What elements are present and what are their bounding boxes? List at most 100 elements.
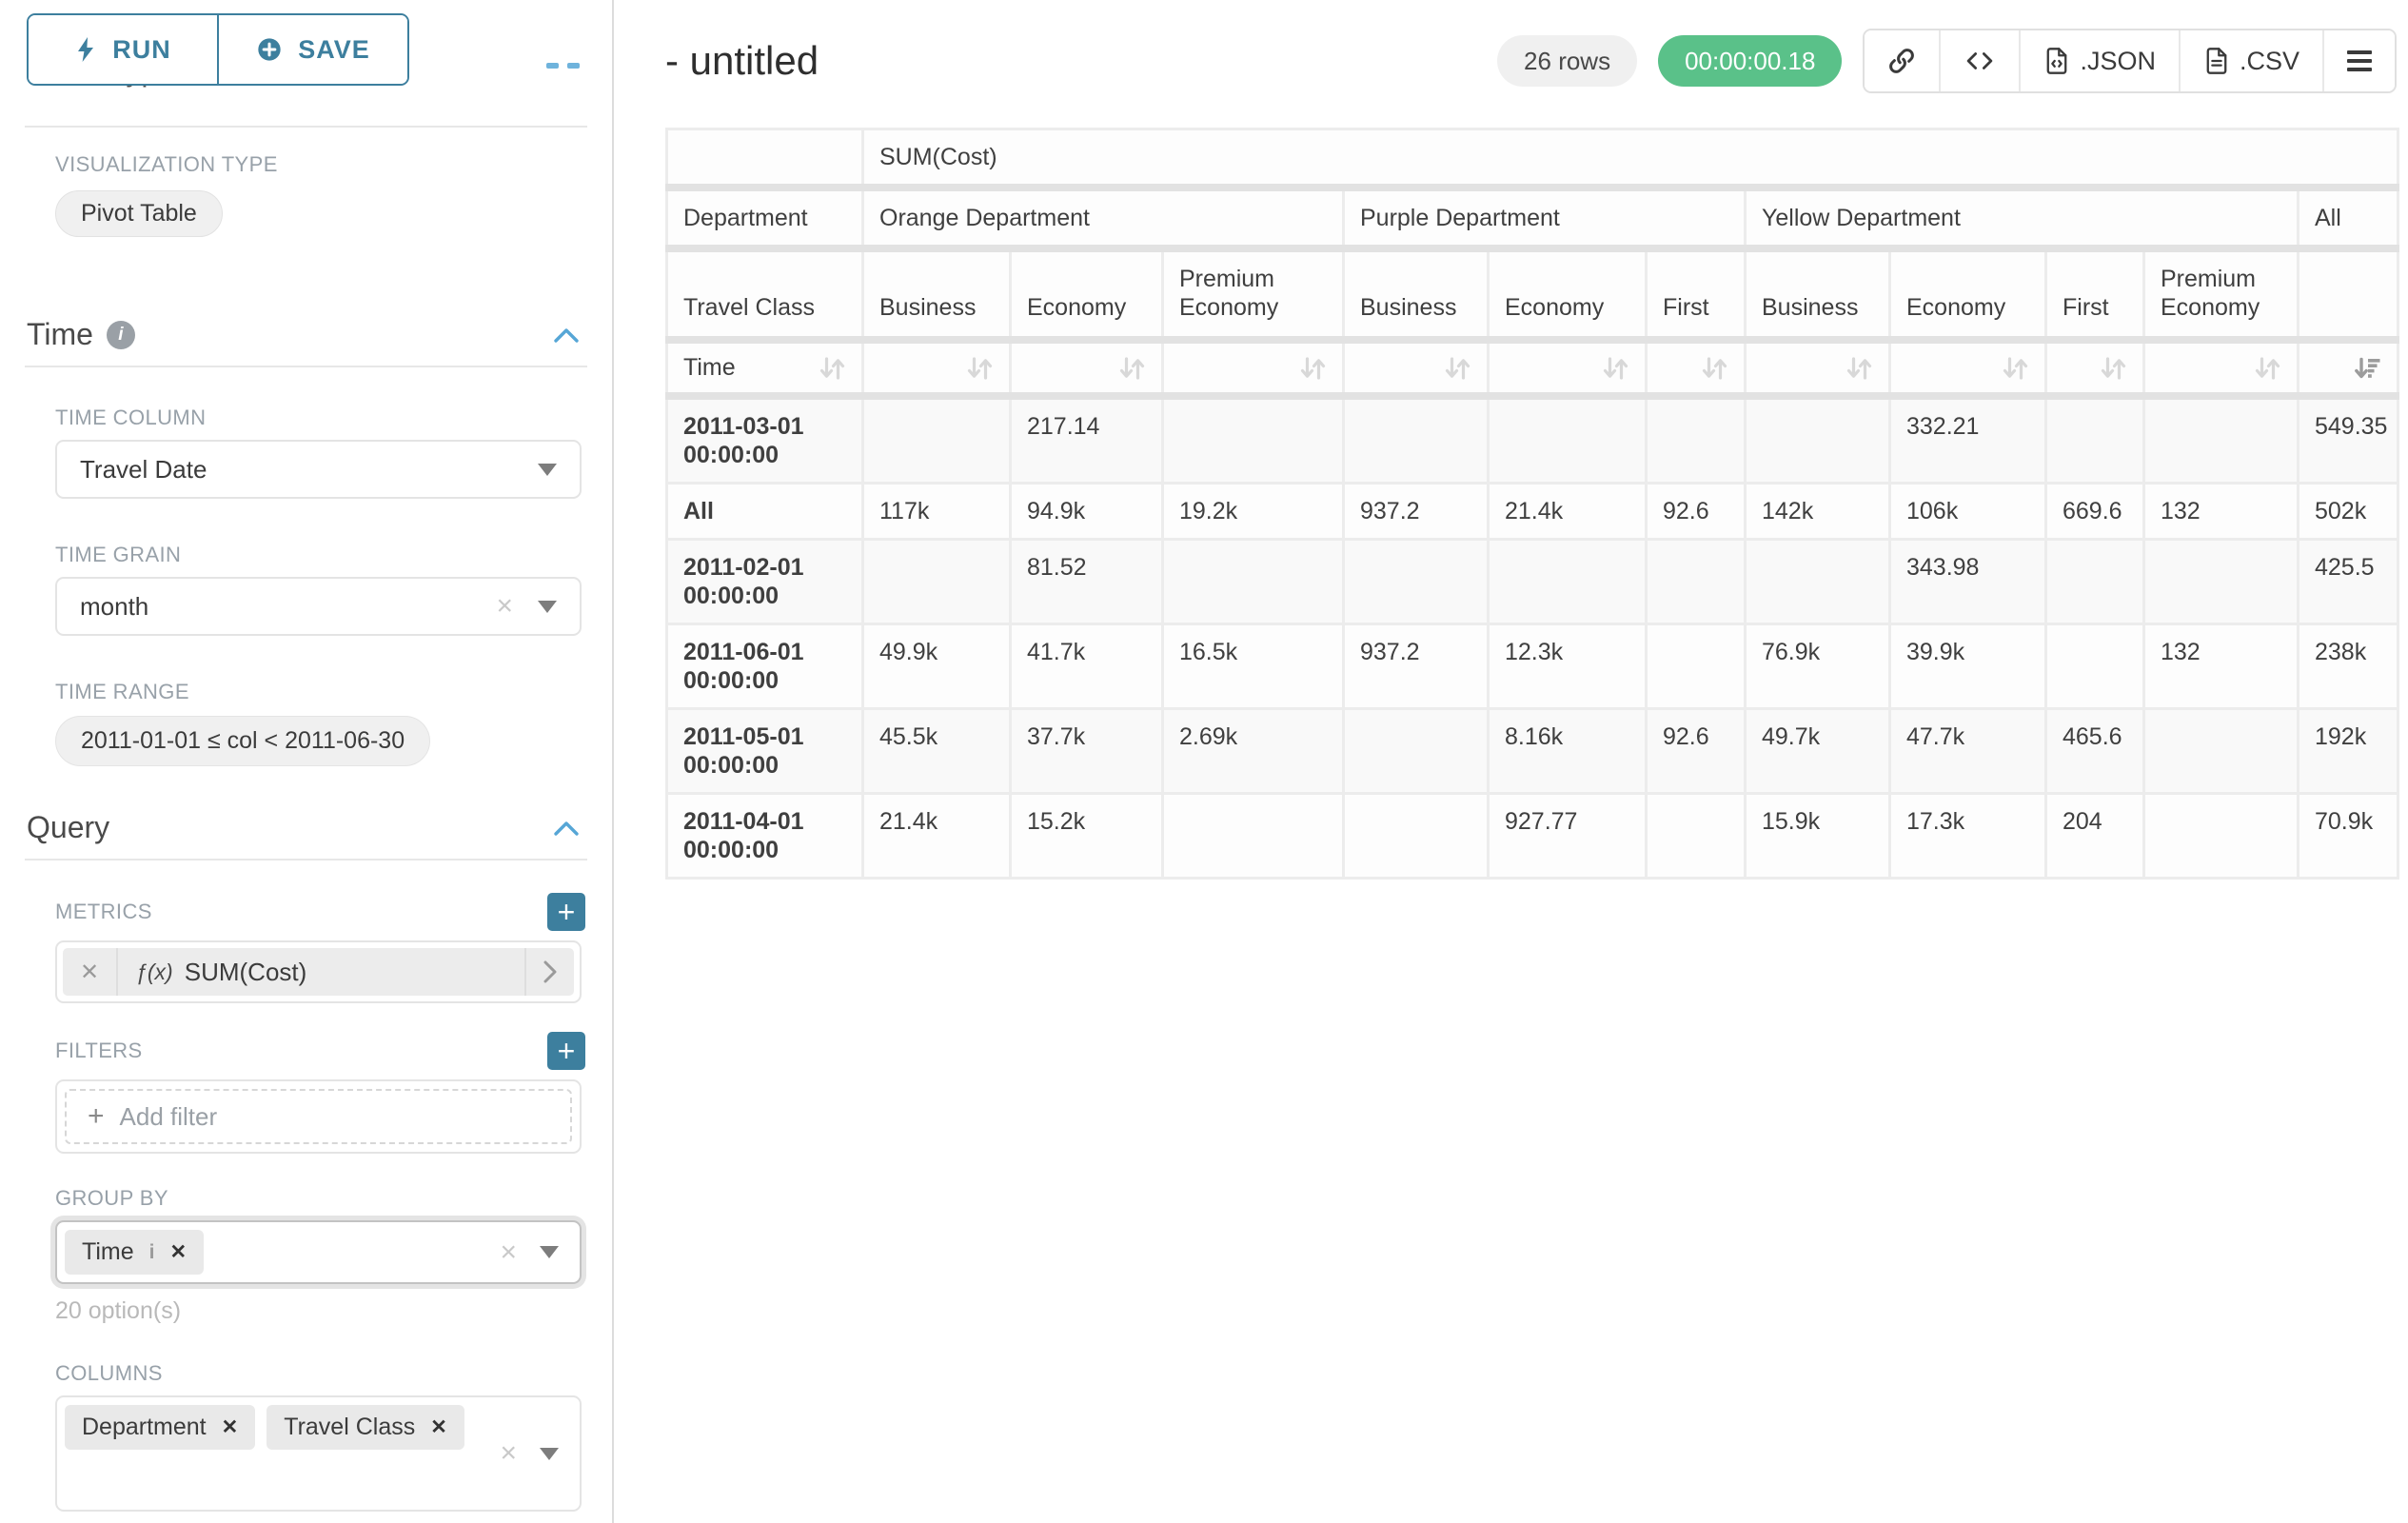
- clipped-icon-fragment: [546, 63, 559, 69]
- travel-class-header: Economy: [1009, 247, 1164, 344]
- group-by-options-count: 20 option(s): [55, 1297, 182, 1324]
- column-sort-header[interactable]: [1888, 338, 2047, 400]
- row-header: All: [665, 482, 864, 541]
- travel-class-header: Business: [861, 247, 1012, 344]
- time-section-header[interactable]: Time i: [27, 317, 585, 352]
- control-panel-sidebar: Chart Type RUN SAVE VISUALIZATION TYPE P…: [0, 0, 614, 1523]
- table-row: 2011-06-01 00:00:00 49.9k 41.7k 16.5k 937.2 1…: [665, 623, 2400, 710]
- time-sort-header[interactable]: Time: [665, 338, 864, 400]
- row-header: 2011-05-01 00:00:00: [665, 707, 864, 795]
- group-by-label: GROUP BY: [55, 1186, 168, 1210]
- chip-label: Department: [82, 1414, 207, 1440]
- chevron-up-icon[interactable]: [553, 820, 580, 837]
- export-json-button[interactable]: .JSON: [2021, 30, 2181, 91]
- pivot-cell: 15.2k: [1009, 792, 1164, 880]
- time-grain-label: TIME GRAIN: [55, 543, 182, 566]
- selected-value-chip: Travel Class ✕: [266, 1405, 464, 1450]
- export-csv-button[interactable]: .CSV: [2180, 30, 2324, 91]
- column-sort-header[interactable]: [1645, 338, 1747, 400]
- columns-chips: Department ✕ Travel Class ✕: [65, 1405, 464, 1450]
- column-sort-header[interactable]: [1342, 338, 1490, 400]
- pivot-cell: [1645, 394, 1747, 485]
- sidebar-top-bar: Chart Type RUN SAVE: [25, 0, 587, 128]
- pivot-cell: [1487, 394, 1648, 485]
- pivot-cell: 70.9k: [2296, 792, 2400, 880]
- add-filter-plus-button[interactable]: +: [547, 1032, 585, 1070]
- column-sort-header[interactable]: [861, 338, 1012, 400]
- chevron-right-icon[interactable]: [524, 948, 574, 996]
- viz-type-chip[interactable]: Pivot Table: [55, 190, 223, 237]
- column-sort-header[interactable]: [1487, 338, 1648, 400]
- pivot-cell: 549.35: [2296, 394, 2400, 485]
- pivot-cell: 37.7k: [1009, 707, 1164, 795]
- selected-value-chip: Department ✕: [65, 1405, 256, 1450]
- table-row: 2011-04-01 00:00:00 21.4k 15.2k 927.77 15.9k…: [665, 792, 2400, 880]
- sort-icon[interactable]: [1700, 354, 1728, 383]
- column-sort-header[interactable]: [1161, 338, 1345, 400]
- menu-button[interactable]: [2324, 30, 2395, 91]
- share-link-button[interactable]: [1865, 30, 1942, 91]
- query-section-header[interactable]: Query: [27, 810, 585, 845]
- sort-icon[interactable]: [1117, 354, 1146, 383]
- sort-icon[interactable]: [2001, 354, 2029, 383]
- metric-chip[interactable]: ✕ ƒ(x) SUM(Cost): [63, 948, 574, 996]
- sort-icon[interactable]: [1298, 354, 1327, 383]
- sort-icon[interactable]: [965, 354, 994, 383]
- clear-icon[interactable]: ×: [500, 1437, 517, 1469]
- travel-class-header: Business: [1342, 247, 1490, 344]
- chevron-up-icon[interactable]: [553, 326, 580, 344]
- travel-class-header: [2296, 247, 2400, 344]
- remove-chip-icon[interactable]: ✕: [430, 1416, 447, 1438]
- pivot-cell: 465.6: [2044, 707, 2145, 795]
- view-query-button[interactable]: [1941, 30, 2022, 91]
- sort-descending-icon[interactable]: [2353, 354, 2381, 383]
- column-sort-header[interactable]: [1744, 338, 1891, 400]
- remove-metric-icon[interactable]: ✕: [63, 948, 119, 996]
- pivot-cell: 94.9k: [1009, 482, 1164, 541]
- info-icon[interactable]: i: [148, 1240, 155, 1263]
- pivot-cell: [1487, 538, 1648, 625]
- sort-icon[interactable]: [2099, 354, 2127, 383]
- info-icon[interactable]: i: [106, 320, 135, 349]
- pivot-cell: 92.6: [1645, 482, 1747, 541]
- code-icon: [1967, 52, 1993, 69]
- time-range-chip[interactable]: 2011-01-01 ≤ col < 2011-06-30: [55, 716, 431, 766]
- sort-icon[interactable]: [818, 354, 846, 383]
- column-sort-header[interactable]: [2142, 338, 2299, 400]
- sort-icon[interactable]: [1443, 354, 1471, 383]
- metric-label: SUM(Cost): [184, 957, 307, 986]
- clear-icon[interactable]: ×: [496, 590, 513, 622]
- pivot-cell: [861, 538, 1012, 625]
- pivot-cell: 21.4k: [861, 792, 1012, 880]
- column-sort-header[interactable]: [2044, 338, 2145, 400]
- column-sort-header[interactable]: [2296, 338, 2400, 400]
- add-filter-button[interactable]: + Add filter: [65, 1089, 572, 1144]
- plus-circle-icon: [258, 38, 281, 61]
- add-metric-button[interactable]: +: [547, 893, 585, 931]
- export-csv-label: .CSV: [2239, 46, 2299, 75]
- sort-icon[interactable]: [1845, 354, 1873, 383]
- save-button[interactable]: SAVE: [219, 15, 407, 84]
- column-sort-header[interactable]: [1009, 338, 1164, 400]
- time-column-select[interactable]: Travel Date: [55, 440, 582, 499]
- run-button[interactable]: RUN: [29, 15, 219, 84]
- group-by-select[interactable]: Time i ✕ ×: [55, 1220, 582, 1284]
- remove-chip-icon[interactable]: ✕: [169, 1241, 188, 1263]
- viz-type-label: VISUALIZATION TYPE: [55, 152, 278, 176]
- pivot-cell: 425.5: [2296, 538, 2400, 625]
- export-toolbar: .JSON .CSV: [1863, 29, 2397, 93]
- pivot-cell: [1342, 394, 1490, 485]
- pivot-cell: [2142, 792, 2299, 880]
- chevron-down-icon: [538, 463, 557, 476]
- time-grain-select[interactable]: month ×: [55, 577, 582, 636]
- remove-chip-icon[interactable]: ✕: [221, 1416, 239, 1438]
- columns-select[interactable]: Department ✕ Travel Class ✕ ×: [55, 1395, 582, 1512]
- sort-icon[interactable]: [1601, 354, 1629, 383]
- clear-icon[interactable]: ×: [500, 1236, 517, 1268]
- pivot-cell: 106k: [1888, 482, 2047, 541]
- sort-icon[interactable]: [2253, 354, 2281, 383]
- time-range-label: TIME RANGE: [55, 680, 189, 703]
- save-button-label: SAVE: [298, 34, 370, 64]
- metric-header-cell: SUM(Cost): [860, 128, 2400, 191]
